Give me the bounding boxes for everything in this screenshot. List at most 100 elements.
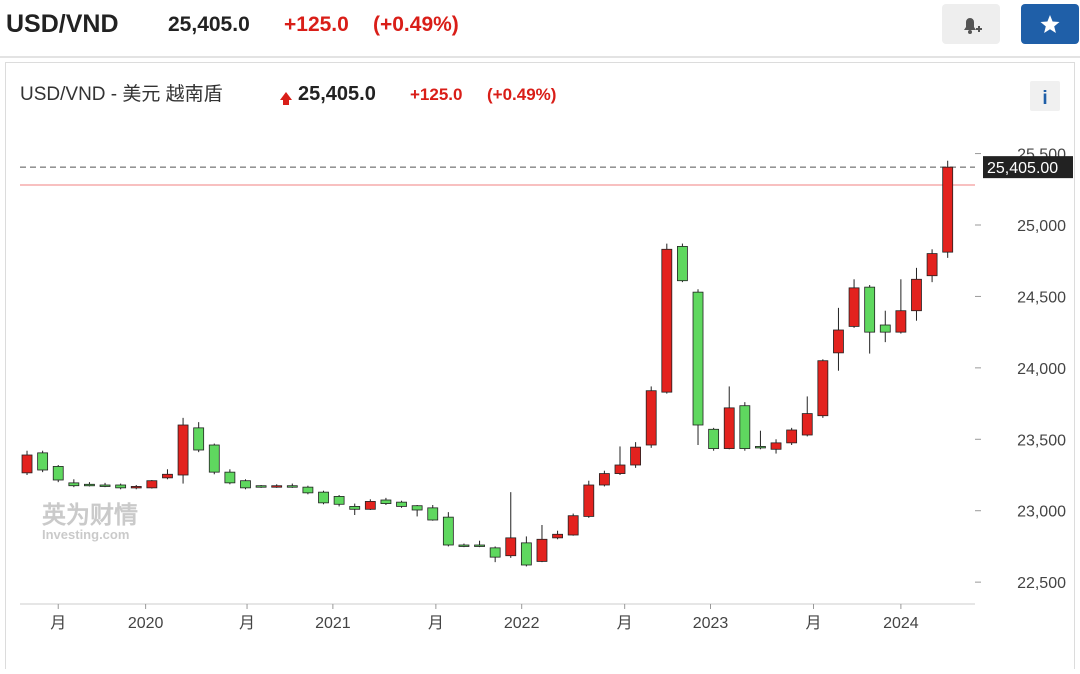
candle [286,483,298,488]
watermark: Investing.com [42,527,129,542]
last-price-tag [983,156,1073,179]
candle-body [115,484,127,489]
candle-body [723,407,735,449]
chart-panel: USD/VND - 美元 越南盾 25,405.0 +125.0 (+0.49%) i 英… [5,62,1075,669]
candle [598,470,610,487]
candle-body [208,444,220,473]
candle-body [645,390,657,446]
watchlist-button[interactable] [1021,4,1079,44]
bell-icon [964,18,982,34]
candle [68,479,80,488]
candle-body [286,485,298,488]
candle [162,469,173,480]
candle [37,450,49,473]
candle [833,307,844,371]
candle [208,443,220,475]
candle-body [739,405,751,449]
watermark: 英为财情 [42,502,138,529]
candle [177,417,189,484]
candle-body [380,499,392,504]
candle-body [817,360,829,417]
candle-body [505,537,517,557]
candle-body [318,491,329,504]
candle [84,482,95,487]
y-tick-label: 24,000 [1017,361,1066,378]
candle-body [755,446,766,449]
candle [520,536,532,567]
candle-body [864,286,876,333]
candle [489,546,501,563]
candle-body [130,486,142,489]
candle [52,465,64,483]
candle-body [895,310,907,333]
candle-body [99,484,111,487]
candle-body [177,424,189,476]
candle [817,359,829,418]
chart: USD/VND - 美元 越南盾 25,405.0 +125.0 (+0.49%) i 英… [20,81,1073,632]
candle [240,479,251,490]
candle [567,513,579,536]
candle [942,160,954,258]
symbol: USD/VND [6,10,119,38]
candle-body [255,485,267,488]
info-button[interactable] [1030,81,1060,111]
candle [427,505,439,521]
candle [146,480,158,489]
candle [661,243,673,394]
change-percent: (+0.49%) [373,13,459,36]
candle-body [786,429,798,444]
candle-body [879,324,891,333]
last-price: 25,405.0 [168,13,250,36]
y-tick-label: 23,500 [1017,432,1066,449]
candle-body [364,501,376,510]
candle [739,402,751,451]
candle-body [474,544,485,547]
candle [396,500,407,508]
x-tick-label: 月 [805,615,821,632]
candle-body [68,482,80,487]
candle-body [442,516,454,546]
candle-body [349,506,361,510]
candle-body [21,454,33,474]
candle-body [567,515,579,536]
star-icon [1040,15,1060,33]
x-tick-label: 2024 [883,615,919,632]
candle [708,427,720,451]
candle [99,482,111,488]
y-tick-label: 25,000 [1017,218,1066,235]
candle-body [692,291,704,426]
alert-button[interactable] [942,4,1000,44]
candle [302,485,314,495]
candle [723,386,735,450]
candle [645,386,657,448]
candle [364,499,376,510]
candle [770,439,782,454]
candle-body [84,483,95,487]
candle-body [193,427,205,451]
chart-title: USD/VND - 美元 越南盾 [20,83,223,105]
candle-body [677,246,688,282]
x-tick-label: 2020 [128,615,164,632]
candle [583,480,595,518]
candle-body [801,413,813,436]
candle-body [489,547,501,558]
y-tick-label: 24,500 [1017,289,1066,306]
candle-body [52,466,64,481]
candle-body [614,464,626,474]
candle [864,285,876,354]
candle-body [583,484,595,517]
candle-body [333,496,345,505]
candle-body [708,428,720,449]
candle-body [536,538,548,562]
chart-change-percent: (+0.49%) [487,85,556,104]
candle [115,483,127,490]
candle [926,249,938,283]
candle [630,442,642,468]
candle [193,422,205,453]
candle-body [926,253,938,277]
candle-body [240,480,251,489]
change: +125.0 [284,13,349,36]
candle [474,540,485,548]
candle [677,243,688,283]
